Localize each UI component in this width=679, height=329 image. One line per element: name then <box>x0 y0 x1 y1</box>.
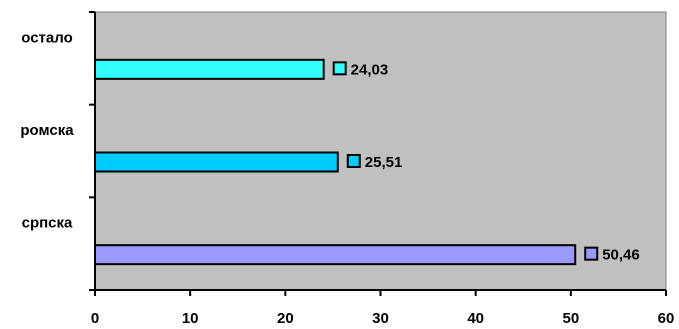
bar-2 <box>94 244 577 266</box>
x-tick-label-6: 60 <box>658 310 675 327</box>
plot-area <box>94 11 667 291</box>
x-tick-label-4: 40 <box>467 310 484 327</box>
bars-group <box>94 58 577 266</box>
category-label-0: остало <box>21 29 73 46</box>
x-tick-label-2: 20 <box>277 310 294 327</box>
labels-group: 24,03 остало 25,51 ромска 50,46 српска 0 10 20 30… <box>20 29 674 327</box>
axes-group <box>89 11 667 296</box>
x-tick-label-0: 0 <box>91 310 99 327</box>
x-tick-label-5: 50 <box>562 310 579 327</box>
x-tick-label-3: 30 <box>372 310 389 327</box>
category-label-2: српска <box>22 215 73 232</box>
data-label-2: 50,46 <box>602 247 640 264</box>
bar-0 <box>94 58 325 80</box>
data-label-0: 24,03 <box>351 61 389 78</box>
data-label-key-0 <box>332 61 347 76</box>
data-label-key-1 <box>346 154 361 168</box>
data-label-key-2 <box>584 246 599 261</box>
data-label-1: 25,51 <box>365 154 403 171</box>
x-tick-label-1: 10 <box>182 310 199 327</box>
bar-1 <box>94 151 339 173</box>
category-label-1: ромска <box>20 122 74 139</box>
